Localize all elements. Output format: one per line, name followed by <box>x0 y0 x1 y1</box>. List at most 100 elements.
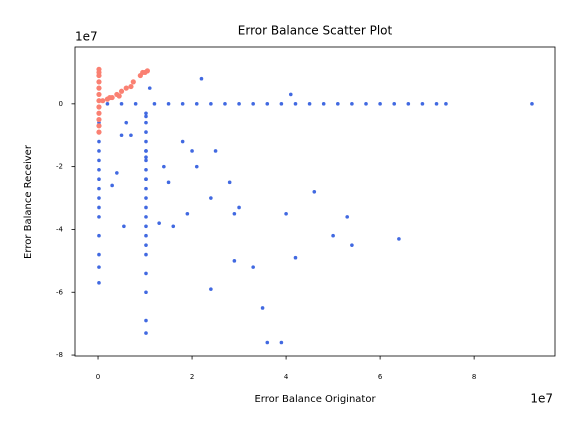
y-tick-label: -6 <box>56 288 64 296</box>
point <box>96 123 102 129</box>
point <box>213 149 218 153</box>
x-tick-label: 0 <box>96 373 100 381</box>
x-tick-label: 2 <box>190 373 194 381</box>
point <box>185 211 190 216</box>
plot-frame <box>74 46 556 357</box>
point <box>144 271 148 276</box>
point <box>279 102 284 106</box>
point <box>144 120 148 125</box>
point <box>434 102 439 106</box>
point <box>123 85 129 91</box>
y-tick-label: -4 <box>56 225 64 233</box>
x-axis-label: Error Balance Originator <box>254 394 376 405</box>
point <box>444 102 448 106</box>
point <box>237 205 241 210</box>
point <box>116 93 122 99</box>
point <box>312 189 317 194</box>
point <box>171 224 176 229</box>
point <box>96 91 102 98</box>
point <box>260 306 265 310</box>
point <box>115 171 119 175</box>
point <box>144 243 148 247</box>
point <box>97 215 101 219</box>
point <box>284 211 288 216</box>
point <box>96 85 102 91</box>
point <box>251 265 255 269</box>
point <box>119 102 124 106</box>
point <box>144 252 148 257</box>
point <box>105 102 110 106</box>
point <box>97 196 101 200</box>
point <box>96 79 102 85</box>
point <box>133 102 138 106</box>
point <box>122 224 126 229</box>
point <box>199 76 204 81</box>
point <box>144 149 148 153</box>
point <box>107 94 113 101</box>
point <box>144 196 148 200</box>
point <box>144 233 148 238</box>
point <box>166 102 171 106</box>
point <box>144 155 148 160</box>
point <box>331 233 335 238</box>
point <box>144 290 148 295</box>
chart-title: Error Balance Scatter Plot <box>238 24 393 38</box>
x-tick-label: 8 <box>472 373 476 381</box>
point <box>392 102 397 106</box>
point <box>96 104 102 110</box>
point <box>194 102 199 106</box>
point <box>530 102 534 106</box>
point <box>97 177 101 182</box>
point <box>397 237 401 241</box>
point <box>97 281 101 285</box>
point <box>180 139 185 144</box>
point <box>97 205 101 210</box>
point <box>144 68 150 74</box>
y-axis-label: Error Balance Receiver <box>23 144 34 259</box>
point <box>119 133 124 138</box>
point <box>293 102 298 106</box>
point <box>232 211 237 216</box>
point <box>209 196 213 200</box>
point <box>166 180 171 185</box>
point <box>237 102 241 106</box>
point <box>232 259 237 263</box>
point <box>96 110 102 116</box>
point <box>118 88 125 94</box>
x-tick-label: 6 <box>378 373 383 381</box>
point <box>97 139 101 144</box>
point <box>97 158 101 163</box>
x-offset-label: 1e7 <box>530 392 553 406</box>
point <box>223 102 227 106</box>
point <box>129 133 133 138</box>
point <box>227 180 232 185</box>
point <box>144 114 148 119</box>
point <box>144 318 148 323</box>
point <box>96 66 102 72</box>
point <box>124 120 129 125</box>
point <box>97 265 101 269</box>
point <box>96 98 102 104</box>
point <box>194 164 199 169</box>
point <box>128 83 134 90</box>
point <box>144 139 148 144</box>
point <box>97 186 101 191</box>
point <box>209 102 213 106</box>
point <box>97 233 101 238</box>
point <box>190 149 194 153</box>
point <box>350 102 354 106</box>
point <box>251 102 255 106</box>
point <box>130 79 136 85</box>
point <box>180 102 185 106</box>
point <box>144 167 148 172</box>
point <box>110 183 114 188</box>
point <box>144 215 148 219</box>
point <box>96 129 102 135</box>
point <box>147 86 152 90</box>
point <box>144 158 148 163</box>
point <box>265 102 270 106</box>
point <box>209 287 213 291</box>
x-tick-label: 4 <box>284 373 289 381</box>
point <box>96 116 102 123</box>
